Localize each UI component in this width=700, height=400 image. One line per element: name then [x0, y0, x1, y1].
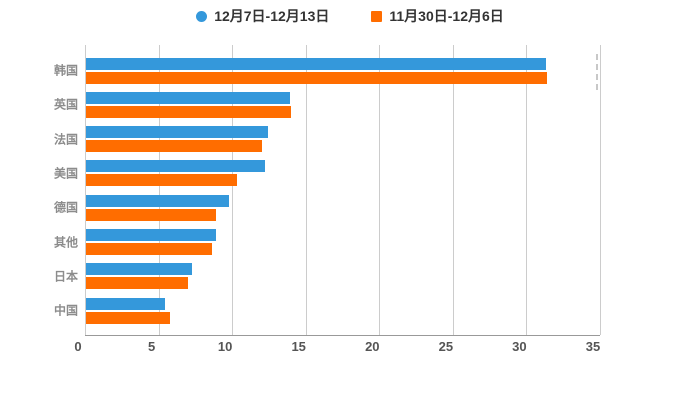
bar-法国-series-2[interactable] [86, 140, 262, 153]
dashed-marker-line [596, 54, 598, 90]
legend-label-series-1: 12月7日-12月13日 [214, 8, 330, 24]
x-axis-tick-label: 10 [217, 339, 233, 354]
legend-marker-orange-square-icon [371, 10, 383, 22]
bar-英国-series-2[interactable] [86, 105, 291, 118]
y-axis-category-label-1: 韩国 [53, 63, 78, 78]
y-axis-category-label-7: 日本 [53, 269, 78, 284]
y-axis-category-label-6: 其他 [53, 235, 78, 250]
x-axis-tick-label: 15 [291, 339, 306, 354]
bar-日本-series-1[interactable] [86, 263, 193, 276]
bar-美国-series-2[interactable] [86, 174, 237, 187]
x-axis-tick-label: 0 [74, 339, 82, 354]
bar-韩国-series-2[interactable] [86, 71, 547, 84]
bar-英国-series-1[interactable] [86, 91, 290, 104]
y-axis-category-label-2: 英国 [53, 97, 78, 112]
x-axis-tick-label: 5 [147, 339, 156, 354]
gridline-x-15 [305, 45, 307, 335]
gridline-x-5 [158, 45, 160, 335]
bar-法国-series-1[interactable] [86, 126, 268, 139]
gridline-x-0 [85, 45, 86, 335]
y-axis-category-label-4: 美国 [53, 166, 78, 181]
gridline-x-25 [452, 45, 454, 335]
x-axis-tick-label: 25 [438, 339, 454, 354]
y-axis-category-label-3: 法国 [53, 132, 78, 147]
bar-美国-series-1[interactable] [86, 160, 265, 173]
x-axis-tick-label: 20 [365, 339, 380, 354]
bar-中国-series-1[interactable] [86, 297, 165, 310]
gridline-x-20 [379, 45, 381, 335]
legend-item-series-1[interactable]: 12月7日-12月13日 [196, 6, 329, 26]
bar-德国-series-2[interactable] [86, 208, 216, 221]
gridline-x-30 [526, 45, 528, 335]
bar-其他-series-1[interactable] [86, 229, 216, 241]
y-axis-category-label-5: 德国 [53, 200, 78, 215]
bar-德国-series-1[interactable] [86, 194, 230, 207]
bar-中国-series-2[interactable] [86, 311, 171, 324]
gridline-x-35 [600, 45, 601, 335]
legend-marker-blue-circle-icon [196, 10, 208, 22]
gridline-x-10 [232, 45, 234, 335]
bar-日本-series-2[interactable] [86, 277, 188, 290]
legend-label-series-2: 11月30日-12月6日 [389, 8, 504, 24]
y-axis-category-label-8: 中国 [53, 303, 78, 318]
legend: 12月7日-12月13日 11月30日-12月6日 [0, 6, 700, 26]
bar-其他-series-2[interactable] [86, 243, 212, 255]
x-axis-line [85, 335, 600, 336]
x-axis-tick-label: 30 [512, 339, 527, 354]
legend-item-series-2[interactable]: 11月30日-12月6日 [371, 6, 504, 26]
x-axis-tick-label: 35 [585, 339, 601, 354]
bar-韩国-series-1[interactable] [86, 57, 546, 70]
